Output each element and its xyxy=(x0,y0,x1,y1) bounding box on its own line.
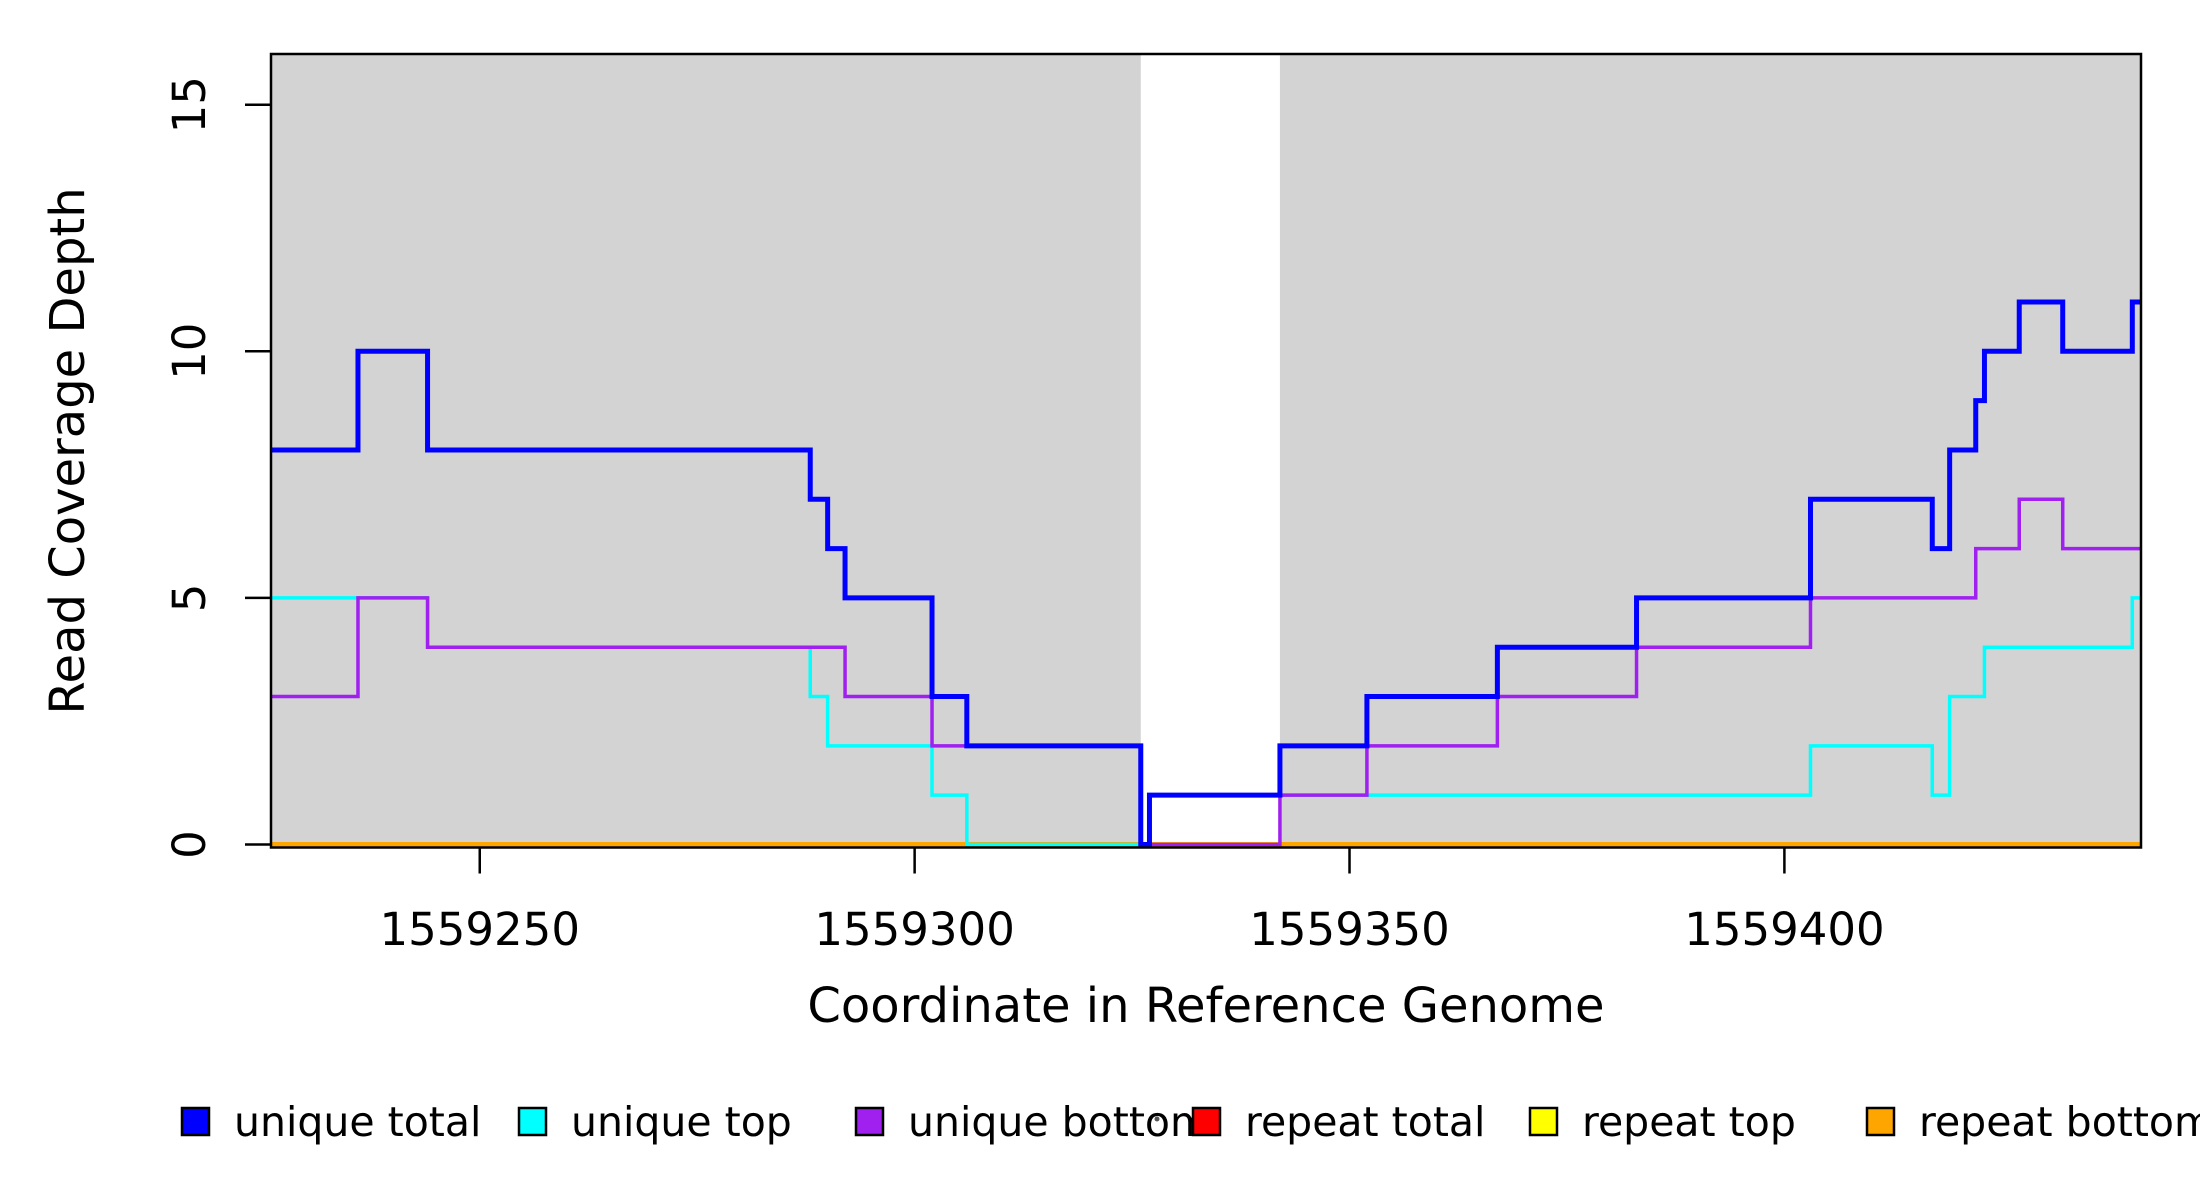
legend-swatch-repeat-total xyxy=(1191,1106,1222,1137)
legend-label: unique total xyxy=(234,1098,481,1146)
x-axis-title: Coordinate in Reference Genome xyxy=(807,978,1604,1034)
legend-item-unique-top: unique top xyxy=(517,1098,792,1146)
legend-item-repeat-bottom: repeat bottom xyxy=(1865,1098,2200,1146)
y-tick-label: 5 xyxy=(163,584,216,613)
legend-swatch-unique-bottom xyxy=(854,1106,885,1137)
legend-label: repeat bottom xyxy=(1919,1098,2200,1146)
plot-border-box xyxy=(269,52,2143,849)
y-tick-label: 15 xyxy=(163,76,216,133)
legend-item-repeat-total: repeat total xyxy=(1191,1098,1485,1146)
y-axis-ticks: 0 5 10 15 xyxy=(163,76,271,859)
legend-item-unique-bottom: unique bottom xyxy=(854,1098,1210,1146)
x-tick-label: 1559350 xyxy=(1249,903,1449,956)
legend-item-unique-total: unique total xyxy=(180,1098,481,1146)
target-region-2 xyxy=(1279,54,2142,848)
x-axis-ticks: 1559250 1559300 1559350 1559400 xyxy=(380,847,1885,956)
legend-swatch-unique-top xyxy=(517,1106,548,1137)
legend-label: unique top xyxy=(571,1098,792,1146)
series-unique-bottom-line xyxy=(271,497,2141,847)
series-layer xyxy=(271,299,2141,847)
x-tick-label: 1559400 xyxy=(1684,903,1884,956)
legend-item-repeat-top: repeat top xyxy=(1528,1098,1796,1146)
series-unique-total-line xyxy=(271,299,2141,847)
x-tick-label: 1559300 xyxy=(814,903,1014,956)
legend-label: repeat top xyxy=(1582,1098,1796,1146)
legend-swatch-repeat-top xyxy=(1528,1106,1559,1137)
legend-swatch-unique-total xyxy=(180,1106,211,1137)
y-tick-label: 0 xyxy=(163,830,216,859)
y-axis-title: Read Coverage Depth xyxy=(40,187,96,714)
legend-label: unique bottom xyxy=(908,1098,1210,1146)
stray-ink-dot xyxy=(1154,1116,1160,1122)
y-tick-label: 10 xyxy=(163,323,216,380)
shaded-target-regions xyxy=(271,54,2142,848)
x-tick-label: 1559250 xyxy=(380,903,580,956)
legend: unique total unique top unique bottom repea… xyxy=(180,1098,2200,1146)
legend-label: repeat total xyxy=(1245,1098,1485,1146)
legend-swatch-repeat-bottom xyxy=(1865,1106,1896,1137)
